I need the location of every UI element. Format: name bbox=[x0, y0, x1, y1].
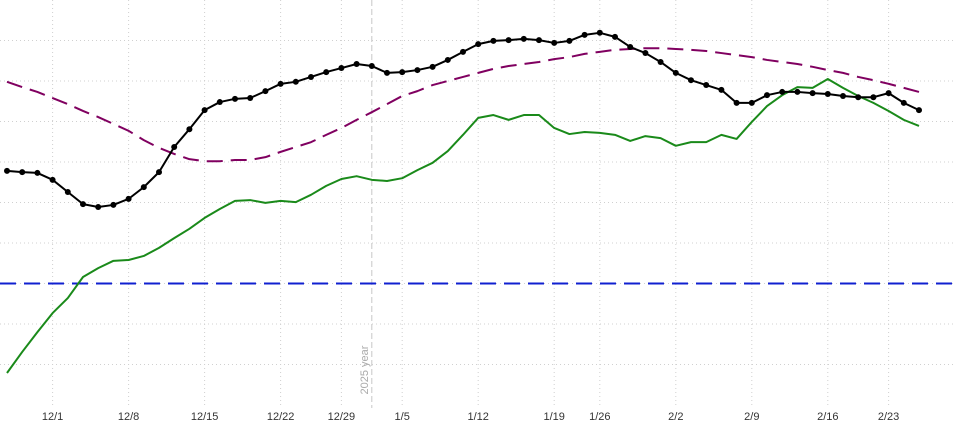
data-point bbox=[703, 82, 710, 89]
data-point bbox=[80, 201, 86, 208]
data-point bbox=[566, 37, 573, 44]
x-tick-label: 1/19 bbox=[543, 411, 564, 423]
data-point bbox=[4, 167, 10, 174]
data-line bbox=[6, 77, 920, 374]
data-point bbox=[505, 37, 512, 44]
data-point bbox=[733, 99, 740, 106]
x-tick-label: 1/5 bbox=[395, 411, 410, 423]
x-tick-label: 2/2 bbox=[668, 411, 683, 423]
data-point bbox=[125, 195, 132, 202]
data-point bbox=[581, 31, 588, 38]
data-point bbox=[642, 50, 649, 57]
data-point bbox=[277, 80, 284, 87]
data-point bbox=[384, 69, 390, 76]
data-point bbox=[110, 201, 117, 208]
data-point bbox=[49, 176, 56, 183]
data-point bbox=[399, 69, 406, 76]
data-point bbox=[794, 88, 801, 95]
data-point bbox=[764, 92, 770, 99]
data-point bbox=[353, 60, 360, 67]
x-tick-label: 12/15 bbox=[191, 411, 219, 423]
data-point bbox=[490, 37, 497, 44]
data-point bbox=[292, 78, 299, 85]
data-line bbox=[6, 47, 920, 163]
data-point bbox=[809, 90, 816, 97]
data-point bbox=[323, 69, 330, 76]
data-point bbox=[855, 94, 862, 101]
data-point bbox=[140, 184, 147, 191]
data-point bbox=[551, 39, 558, 46]
data-point bbox=[186, 126, 193, 133]
data-point bbox=[429, 63, 436, 70]
x-tick-label: 2/16 bbox=[817, 411, 838, 423]
data-point bbox=[900, 99, 907, 106]
x-tick-label: 2/9 bbox=[744, 411, 759, 423]
x-tick-label: 12/29 bbox=[328, 411, 356, 423]
data-point bbox=[95, 203, 102, 210]
data-point bbox=[475, 41, 482, 48]
data-point bbox=[840, 92, 846, 99]
data-point bbox=[34, 169, 41, 176]
data-point bbox=[824, 90, 831, 97]
data-point bbox=[596, 29, 603, 36]
data-point bbox=[748, 99, 755, 106]
year-marker-label: 2025 year bbox=[359, 345, 371, 394]
data-point bbox=[627, 43, 634, 50]
x-tick-label: 12/8 bbox=[118, 411, 139, 423]
data-point bbox=[171, 144, 178, 151]
data-point bbox=[414, 67, 421, 74]
data-point bbox=[885, 90, 892, 97]
data-point bbox=[779, 88, 786, 95]
data-point bbox=[216, 99, 223, 106]
data-point bbox=[520, 35, 527, 42]
data-point bbox=[612, 33, 618, 40]
data-point bbox=[672, 69, 679, 76]
data-point bbox=[368, 63, 375, 70]
x-tick-label: 12/22 bbox=[267, 411, 295, 423]
data-point bbox=[444, 56, 451, 63]
data-point bbox=[247, 95, 254, 102]
data-point bbox=[870, 94, 877, 101]
data-point bbox=[718, 86, 725, 93]
data-point bbox=[156, 169, 162, 176]
data-point bbox=[688, 77, 694, 84]
data-point bbox=[308, 73, 314, 80]
x-tick-label: 1/12 bbox=[467, 411, 488, 423]
data-point bbox=[262, 88, 269, 95]
data-point bbox=[916, 107, 922, 114]
data-point bbox=[657, 58, 664, 65]
plot-area bbox=[0, 0, 953, 408]
x-tick-label: 2/23 bbox=[878, 411, 899, 423]
x-tick-label: 1/26 bbox=[589, 411, 610, 423]
data-point bbox=[201, 107, 208, 114]
data-point bbox=[338, 65, 345, 72]
data-point bbox=[19, 169, 26, 176]
data-point bbox=[232, 95, 238, 102]
data-point bbox=[536, 37, 542, 44]
data-point bbox=[64, 188, 71, 195]
data-point bbox=[460, 48, 466, 55]
x-tick-label: 12/1 bbox=[42, 411, 63, 423]
